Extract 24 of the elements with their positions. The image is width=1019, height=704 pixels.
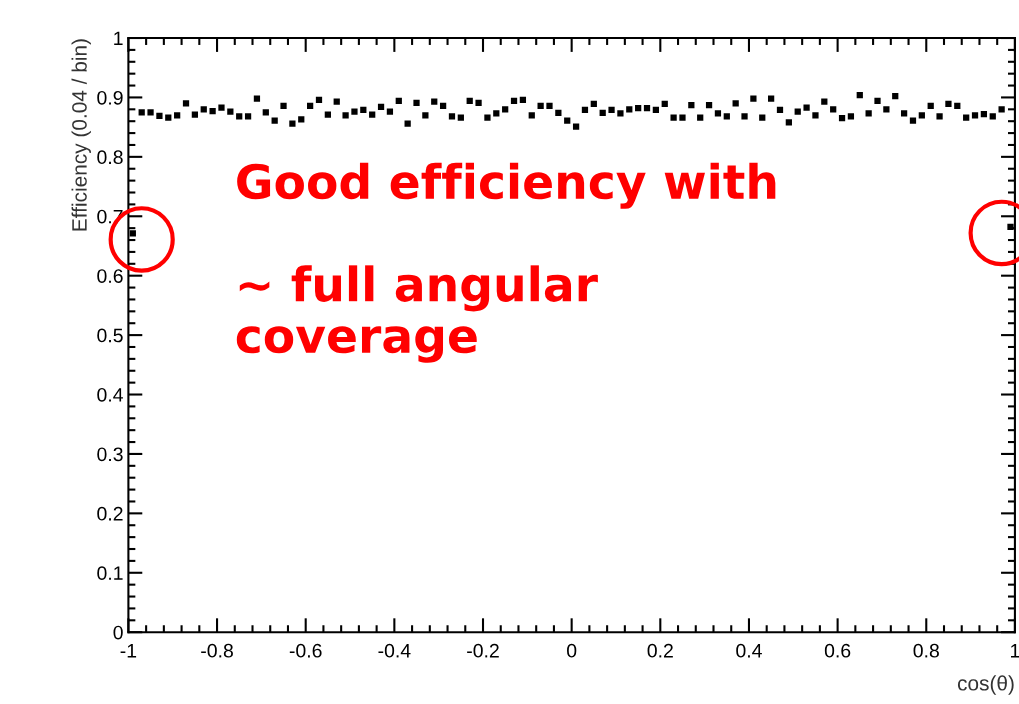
y-tick-label: 0.2 <box>97 506 123 521</box>
y-tick-label: 0.9 <box>97 90 123 105</box>
x-tick-label: 0.6 <box>824 643 851 658</box>
y-tick-label: 0 <box>113 625 123 640</box>
y-tick-label: 0.4 <box>97 387 123 402</box>
y-tick-label: 0.3 <box>97 447 123 462</box>
x-tick-label: 1 <box>1011 644 1019 658</box>
x-axis-title: cos(θ) <box>957 675 1014 695</box>
y-tick-label: 0.1 <box>97 566 123 581</box>
x-tick-label: 0 <box>567 643 577 658</box>
x-tick-label: 0.4 <box>736 643 762 658</box>
y-tick-label: 1 <box>114 31 123 46</box>
y-tick-label: 0.8 <box>97 150 123 165</box>
x-tick-label: -0.8 <box>201 643 233 658</box>
x-tick-label: -0.4 <box>378 643 411 658</box>
x-tick-label: 0.2 <box>647 643 673 658</box>
x-tick-label: -1 <box>120 644 137 658</box>
x-tick-label: 0.8 <box>913 643 939 658</box>
y-tick-label: 0.6 <box>97 269 123 283</box>
x-tick-label: -0.2 <box>467 643 499 658</box>
x-tick-label: -0.6 <box>289 643 322 658</box>
y-tick-label: 0.5 <box>97 328 123 343</box>
annotation: Good efficiency with ~ full angular coverage <box>236 162 776 363</box>
y-axis-title: Efficiency (0.04 / bin) <box>71 39 91 231</box>
